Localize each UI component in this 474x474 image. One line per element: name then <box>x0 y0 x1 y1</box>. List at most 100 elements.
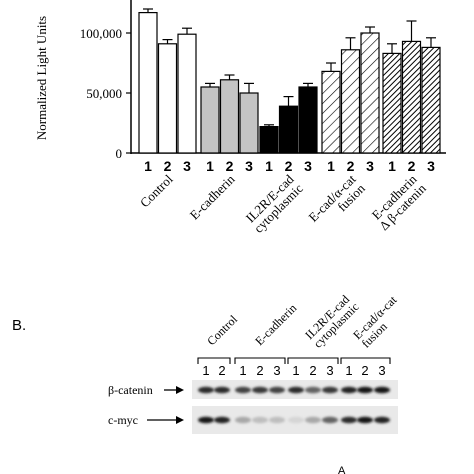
blot-band <box>235 416 251 424</box>
blot-row-label: β-catenin <box>108 383 153 397</box>
bar <box>219 79 240 154</box>
bar <box>401 40 422 154</box>
blot-strip <box>192 380 398 399</box>
bar-group <box>138 8 197 154</box>
lane-label: 1 <box>345 363 352 378</box>
bar-group <box>200 74 259 154</box>
blot-band <box>341 386 357 394</box>
bar <box>421 46 441 154</box>
panel-b-label: B. <box>12 317 26 334</box>
blot-band <box>269 386 285 394</box>
lane-group-bracket <box>197 357 231 364</box>
lane-group-bracket <box>234 357 286 364</box>
blot-band <box>341 416 357 424</box>
blot-band <box>305 386 321 394</box>
y-tick-label: 0 <box>116 146 123 161</box>
lane-label: 2 <box>256 363 263 378</box>
footer-mark: A <box>338 465 346 474</box>
blot-arrow-icon <box>176 416 184 424</box>
blot-band <box>374 416 390 424</box>
blot-band <box>288 386 304 394</box>
blot-band <box>288 416 304 424</box>
blot-band <box>357 386 373 394</box>
bar <box>239 92 259 154</box>
blot-strip <box>192 406 398 434</box>
lane-label: 1 <box>239 363 246 378</box>
bar <box>298 86 318 154</box>
blot-band <box>198 386 214 394</box>
blot-band <box>252 386 268 394</box>
bar-number-label: 2 <box>164 158 172 174</box>
bar <box>259 125 279 154</box>
blot-column-header-line: Control <box>204 312 240 348</box>
group-label-line: E-cadherin <box>187 171 238 222</box>
blot-band <box>305 416 321 424</box>
blot-arrow-icon <box>176 386 184 394</box>
blot-band <box>269 416 285 424</box>
bar-number-label: 2 <box>408 158 416 174</box>
lane-label: 3 <box>273 363 280 378</box>
bar-number-label: 3 <box>366 158 374 174</box>
blot-column-header-line: E-cadherin <box>252 301 299 348</box>
bar-number-label: 3 <box>245 158 253 174</box>
bar-number-label: 1 <box>265 158 273 174</box>
bar-number-label: 2 <box>347 158 355 174</box>
lane-group-bracket <box>340 357 391 364</box>
bar-number-label: 3 <box>427 158 435 174</box>
bar-number-label: 2 <box>226 158 234 174</box>
lane-label: 1 <box>292 363 299 378</box>
bar-number-label: 2 <box>285 158 293 174</box>
blot-band <box>322 386 338 394</box>
bar <box>138 11 158 154</box>
lane-label: 2 <box>218 363 225 378</box>
bar <box>177 33 197 154</box>
bar <box>360 32 380 154</box>
lane-label: 2 <box>361 363 368 378</box>
lane-label: 3 <box>326 363 333 378</box>
bar <box>382 52 402 154</box>
bar <box>340 49 361 154</box>
blot-band <box>252 416 268 424</box>
blot-band <box>357 416 373 424</box>
lane-group-bracket <box>287 357 339 364</box>
blot-band <box>322 416 338 424</box>
blot-column-header: Control <box>204 312 240 348</box>
bars <box>138 8 441 154</box>
blot-band <box>235 386 251 394</box>
group-label: Control <box>137 171 176 210</box>
blot-band <box>214 386 230 394</box>
bar <box>321 70 341 154</box>
y-tick-label: 50,000 <box>86 86 122 101</box>
blot-row-labels: β-catenin c-myc <box>108 383 184 427</box>
blot-band <box>374 386 390 394</box>
blot-column-headers: Control E-cadherin IL2R/E-cadcytoplasmicE-… <box>204 292 400 350</box>
bar-group <box>259 82 318 154</box>
bar-number-label: 1 <box>388 158 396 174</box>
bar <box>278 105 299 154</box>
blot-band <box>198 416 214 424</box>
bar <box>157 43 178 154</box>
bar <box>200 86 220 154</box>
blot-strips <box>192 380 398 434</box>
western-blot-panel: B. Control E-cadherin IL2R/E-cadcytoplasmi… <box>12 292 400 434</box>
bar-number-label: 1 <box>144 158 152 174</box>
lane-label: 2 <box>309 363 316 378</box>
bar-number-label: 3 <box>304 158 312 174</box>
y-axis-label: Normalized Light Units <box>34 16 49 140</box>
blot-band <box>214 416 230 424</box>
blot-column-header: E-cadherin <box>252 301 299 348</box>
group-label: E-cadherin <box>187 171 238 222</box>
bar-group <box>321 26 380 154</box>
group-label-line: Control <box>137 171 176 210</box>
lane-label: 1 <box>202 363 209 378</box>
